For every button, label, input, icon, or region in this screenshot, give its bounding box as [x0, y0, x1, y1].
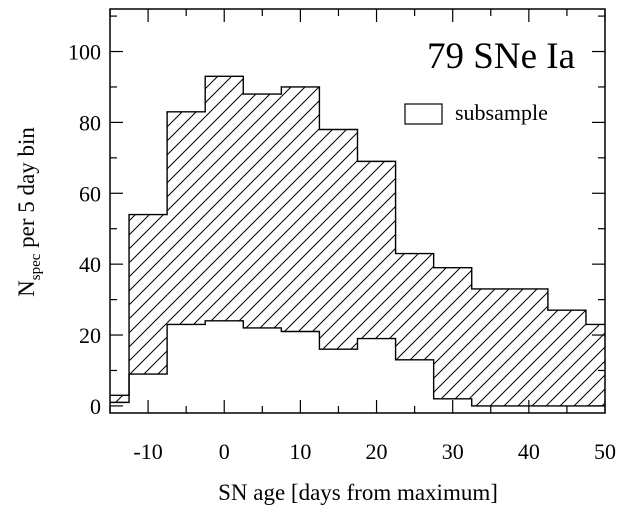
hatch-bin-0	[110, 395, 130, 403]
x-tick-label: 40	[518, 439, 540, 464]
y-tick-label: 100	[68, 40, 101, 65]
y-tick-label: 40	[79, 252, 101, 277]
hatch-bin-4	[243, 94, 282, 328]
y-tick-label: 60	[79, 181, 101, 206]
x-tick-label: 50	[594, 439, 616, 464]
x-tick-label: 10	[289, 439, 311, 464]
x-tick-label: 30	[442, 439, 464, 464]
hatch-bin-5	[281, 86, 320, 332]
hatch-bin-10	[471, 288, 510, 406]
hatch-bin-2	[167, 111, 206, 325]
x-axis-label: SN age [days from maximum]	[218, 480, 498, 505]
hatch-bin-13	[585, 324, 605, 406]
y-axis-label-main: N	[14, 280, 39, 297]
chart-annotation: 79 SNe Ia	[427, 36, 575, 77]
plot-frame	[109, 8, 606, 414]
hatch-bin-8	[395, 253, 434, 360]
series-lines-layer	[110, 75, 605, 407]
y-axis-label: Nspec per 5 day bin	[14, 127, 44, 297]
y-tick-label: 80	[79, 110, 101, 135]
hatched-region-layer	[110, 76, 605, 406]
series-full-sample-outline	[110, 75, 605, 396]
x-tick-label: 20	[366, 439, 388, 464]
y-axis-label-tail: per 5 day bin	[14, 127, 39, 254]
hatch-bin-1	[129, 214, 168, 375]
y-axis-label-subscript: spec	[28, 253, 44, 280]
x-tick-label: 0	[219, 439, 230, 464]
hatch-bin-7	[357, 161, 396, 339]
hatch-bin-9	[433, 267, 472, 399]
y-tick-label: 20	[79, 323, 101, 348]
ticks-layer: -10 0 10 20 30 40 50 0 20 40 60 80 100	[68, 9, 616, 464]
series-subsample-outline	[110, 320, 605, 407]
x-tick-label: -10	[133, 439, 162, 464]
legend-swatch-subsample	[404, 103, 443, 125]
legend: subsample	[404, 100, 548, 125]
y-tick-label: 0	[90, 394, 101, 419]
hatch-bin-12	[547, 310, 586, 406]
hatch-bin-11	[509, 288, 548, 406]
hatch-bin-3	[205, 76, 244, 321]
legend-label-subsample: subsample	[455, 100, 548, 125]
hatch-bin-6	[319, 129, 358, 350]
